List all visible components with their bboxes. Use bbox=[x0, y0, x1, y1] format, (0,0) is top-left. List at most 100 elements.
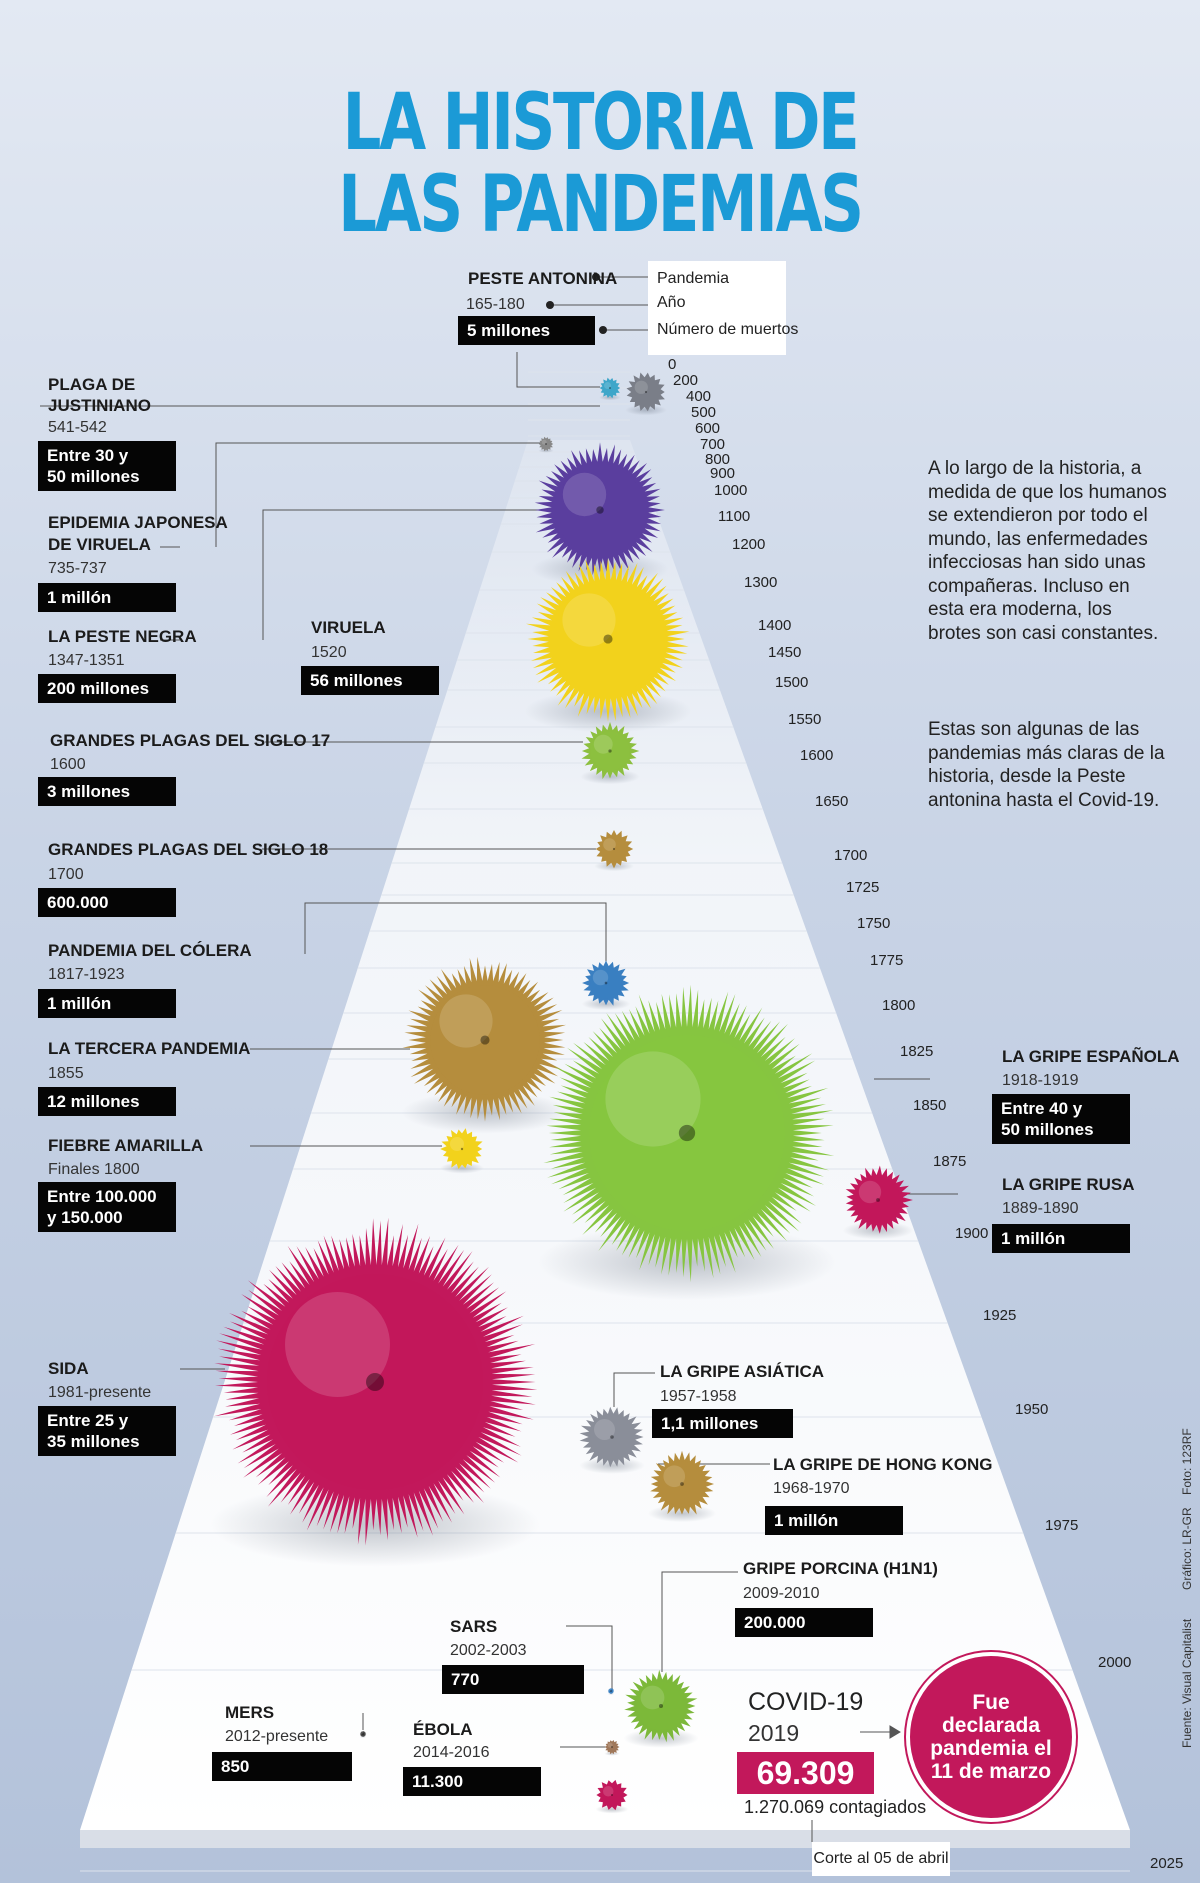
peste-negra-deaths: 200 millones bbox=[38, 674, 176, 703]
leader-line bbox=[304, 902, 607, 965]
fiebre-amarilla-years: Finales 1800 bbox=[48, 1161, 140, 1178]
tick-label-500: 500 bbox=[691, 404, 717, 421]
tick-label-400: 400 bbox=[686, 388, 712, 405]
covid-infected: 1.270.069 contagiados bbox=[744, 1797, 927, 1817]
legend-key-year: Año bbox=[657, 294, 686, 311]
gripe-rusa-germ bbox=[842, 1165, 914, 1240]
gripe-asiatica-germ bbox=[579, 1406, 645, 1474]
ebola-germ bbox=[604, 1740, 620, 1756]
gripe-asiatica-years: 1957-1958 bbox=[660, 1388, 737, 1405]
peste-negra-name: LA PESTE NEGRA bbox=[48, 627, 197, 646]
viruela-name: VIRUELA bbox=[311, 618, 386, 637]
credit-source: Fuente: Visual Capitalist bbox=[1180, 1618, 1194, 1748]
tick-label-1825: 1825 bbox=[900, 1043, 934, 1060]
page-title-line2: LAS PANDEMIAS bbox=[338, 160, 864, 250]
ebola-name: ÉBOLA bbox=[413, 1720, 473, 1739]
tick-label-0: 0 bbox=[668, 356, 677, 373]
mers-deaths: 850 bbox=[212, 1752, 352, 1781]
plagas-17-deaths: 3 millones bbox=[38, 777, 176, 806]
gripe-espanola-deaths-l1: Entre 40 y bbox=[1001, 1099, 1083, 1118]
sida-years: 1981-presente bbox=[48, 1384, 152, 1401]
sars-deaths: 770 bbox=[442, 1665, 584, 1694]
viruela-japonesa-years: 735-737 bbox=[48, 560, 107, 577]
mers-name: MERS bbox=[225, 1703, 275, 1722]
tick-label-2000: 2000 bbox=[1098, 1654, 1132, 1671]
tick-label-1750: 1750 bbox=[857, 915, 891, 932]
tercera-pandemia-deaths: 12 millones bbox=[38, 1087, 176, 1116]
viruela-japonesa-deaths: 1 millón bbox=[38, 583, 176, 612]
ebola-years: 2014-2016 bbox=[413, 1744, 490, 1761]
tick-label-1925: 1925 bbox=[983, 1307, 1017, 1324]
tick-label-1100: 1100 bbox=[718, 508, 751, 525]
intro-text-2: Estas son algunas de las pandemias más c… bbox=[928, 718, 1168, 812]
fiebre-amarilla-deaths-l1: Entre 100.000 bbox=[47, 1187, 157, 1206]
justiniano-name-l2: JUSTINIANO bbox=[48, 396, 151, 415]
justiniano-germ bbox=[531, 442, 669, 587]
tick-label-700: 700 bbox=[700, 436, 726, 453]
gripe-espanola-deaths: Entre 40 y 50 millones bbox=[992, 1094, 1130, 1144]
tick-label-800: 800 bbox=[705, 451, 731, 468]
legend-years: 165-180 bbox=[466, 296, 525, 313]
sars-years: 2002-2003 bbox=[450, 1642, 527, 1659]
tick-label-1700: 1700 bbox=[834, 847, 868, 864]
intro-paragraph-2: Estas son algunas de las pandemias más c… bbox=[928, 719, 1165, 811]
colera-years: 1817-1923 bbox=[48, 966, 125, 983]
leader-line bbox=[262, 509, 540, 640]
leader-line bbox=[516, 352, 600, 388]
tick-label-600: 600 bbox=[695, 420, 721, 437]
fiebre-amarilla-germ bbox=[440, 1128, 484, 1174]
viruela-japonesa-name-l2: DE VIRUELA bbox=[48, 535, 151, 554]
legend-key-deaths: Número de muertos bbox=[657, 321, 799, 338]
plagas-17-germ bbox=[580, 721, 640, 785]
gripe-hong-kong-deaths: 1 millón bbox=[765, 1506, 903, 1535]
tick-label-1875: 1875 bbox=[933, 1153, 967, 1170]
credit-graphic: Gráfico: LR-GR bbox=[1180, 1507, 1194, 1590]
tercera-pandemia-years: 1855 bbox=[48, 1065, 84, 1082]
tercera-pandemia-name: LA TERCERA PANDEMIA bbox=[48, 1039, 251, 1058]
tick-label-900: 900 bbox=[710, 465, 736, 482]
tick-label-2025: 2025 bbox=[1150, 1855, 1184, 1872]
tick-label-1975: 1975 bbox=[1045, 1517, 1079, 1534]
plagas-18-name: GRANDES PLAGAS DEL SIGLO 18 bbox=[48, 840, 329, 859]
sars-name: SARS bbox=[450, 1617, 498, 1636]
justiniano-deaths-l2: 50 millones bbox=[47, 467, 140, 486]
tick-label-1550: 1550 bbox=[788, 711, 822, 728]
timeline-base bbox=[80, 1830, 1130, 1848]
gripe-porcina-name: GRIPE PORCINA (H1N1) bbox=[743, 1559, 938, 1578]
gripe-porcina-germ bbox=[623, 1669, 699, 1748]
tick-label-1400: 1400 bbox=[758, 617, 792, 634]
peste-negra-germ bbox=[524, 558, 692, 733]
plagas-18-years: 1700 bbox=[48, 866, 84, 883]
tick-label-1300: 1300 bbox=[744, 574, 778, 591]
peste-antonina-germ-2 bbox=[625, 372, 667, 416]
leader-line bbox=[613, 1372, 655, 1407]
tercera-pandemia-germ bbox=[401, 956, 569, 1134]
peste-negra-years: 1347-1351 bbox=[48, 652, 125, 669]
sida-deaths-l2: 35 millones bbox=[47, 1432, 140, 1451]
gripe-espanola-years: 1918-1919 bbox=[1002, 1072, 1079, 1089]
legend-dot bbox=[599, 326, 607, 334]
fiebre-amarilla-deaths-l2: y 150.000 bbox=[47, 1208, 123, 1227]
colera-germ bbox=[581, 960, 631, 1011]
intro-text: A lo largo de la historia, a medida de q… bbox=[928, 457, 1168, 645]
sida-name: SIDA bbox=[48, 1359, 89, 1378]
covid-year: 2019 bbox=[748, 1720, 800, 1746]
tick-label-1650: 1650 bbox=[815, 793, 849, 810]
tick-label-1950: 1950 bbox=[1015, 1401, 1049, 1418]
legend-dot bbox=[592, 273, 600, 281]
gripe-espanola-deaths-l2: 50 millones bbox=[1001, 1120, 1094, 1139]
arrow-head-icon bbox=[889, 1725, 901, 1739]
mers-years: 2012-presente bbox=[225, 1728, 329, 1745]
tick-label-1000: 1000 bbox=[714, 482, 748, 499]
colera-name: PANDEMIA DEL CÓLERA bbox=[48, 941, 252, 960]
covid-name: COVID-19 bbox=[748, 1688, 864, 1716]
justiniano-deaths: Entre 30 y 50 millones bbox=[38, 441, 176, 491]
tick-label-1450: 1450 bbox=[768, 644, 802, 661]
covid-deaths: 69.309 bbox=[737, 1752, 874, 1794]
mers-germ bbox=[359, 1730, 367, 1738]
gripe-espanola-name: LA GRIPE ESPAÑOLA bbox=[1002, 1047, 1180, 1066]
plagas-18-deaths: 600.000 bbox=[38, 888, 176, 917]
colera-deaths: 1 millón bbox=[38, 989, 176, 1018]
sida-germ bbox=[210, 1217, 540, 1567]
